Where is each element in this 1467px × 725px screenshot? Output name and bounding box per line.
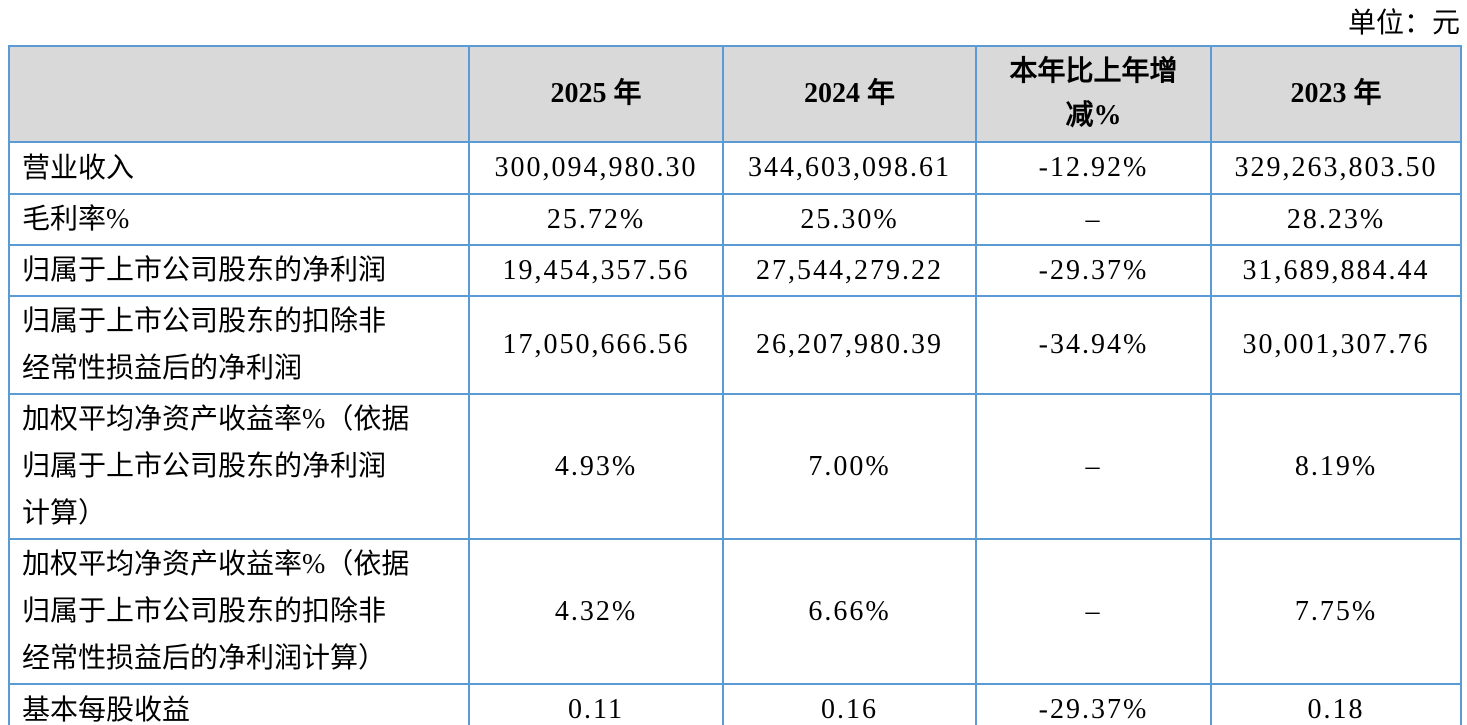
header-row: 2025 年 2024 年 本年比上年增 减% 2023 年 <box>8 45 1462 143</box>
table-row-operating-revenue: 营业收入 300,094,980.30 344,603,098.61 -12.9… <box>8 141 1462 195</box>
table-row-net-profit: 归属于上市公司股东的净利润 19,454,357.56 27,544,279.2… <box>8 244 1462 297</box>
value-cell-2023: 30,001,307.76 <box>1210 295 1462 395</box>
header-blank-cell <box>8 45 470 143</box>
row-label-cell: 基本每股收益 <box>8 683 470 725</box>
value-cell-change: -29.37% <box>975 683 1212 725</box>
value-cell-2024: 344,603,098.61 <box>722 141 977 195</box>
header-year-2023: 2023 年 <box>1210 45 1462 143</box>
value-cell-2025: 25.72% <box>468 193 724 246</box>
value-cell-2024: 27,544,279.22 <box>722 244 977 297</box>
value-cell-2023: 31,689,884.44 <box>1210 244 1462 297</box>
value-cell-2023: 329,263,803.50 <box>1210 141 1462 195</box>
value-cell-2023: 0.18 <box>1210 683 1462 725</box>
row-label-cell: 毛利率% <box>8 193 470 246</box>
value-cell-2024: 6.66% <box>722 538 977 685</box>
value-cell-2025: 0.11 <box>468 683 724 725</box>
value-cell-change: -12.92% <box>975 141 1212 195</box>
value-cell-change: -34.94% <box>975 295 1212 395</box>
table-row-basic-eps: 基本每股收益 0.11 0.16 -29.37% 0.18 <box>8 683 1462 725</box>
value-cell-2025: 4.32% <box>468 538 724 685</box>
value-cell-2024: 7.00% <box>722 393 977 540</box>
row-label-cell: 营业收入 <box>8 141 470 195</box>
value-cell-2025: 4.93% <box>468 393 724 540</box>
row-label-cell: 加权平均净资产收益率%（依据 归属于上市公司股东的净利润 计算） <box>8 393 470 540</box>
value-cell-2025: 17,050,666.56 <box>468 295 724 395</box>
row-label-cell: 归属于上市公司股东的净利润 <box>8 244 470 297</box>
header-year-2024: 2024 年 <box>722 45 977 143</box>
row-label-cell: 加权平均净资产收益率%（依据 归属于上市公司股东的扣除非 经常性损益后的净利润计… <box>8 538 470 685</box>
value-cell-2024: 26,207,980.39 <box>722 295 977 395</box>
value-cell-change: – <box>975 393 1212 540</box>
value-cell-change: -29.37% <box>975 244 1212 297</box>
value-cell-2024: 25.30% <box>722 193 977 246</box>
financial-summary-table: 2025 年 2024 年 本年比上年增 减% 2023 年 营业收入 300,… <box>8 45 1462 725</box>
table-row-weighted-roe: 加权平均净资产收益率%（依据 归属于上市公司股东的净利润 计算） 4.93% 7… <box>8 393 1462 540</box>
value-cell-2025: 19,454,357.56 <box>468 244 724 297</box>
value-cell-change: – <box>975 538 1212 685</box>
value-cell-change: – <box>975 193 1212 246</box>
value-cell-2023: 8.19% <box>1210 393 1462 540</box>
table-row-gross-margin: 毛利率% 25.72% 25.30% – 28.23% <box>8 193 1462 246</box>
value-cell-2024: 0.16 <box>722 683 977 725</box>
value-cell-2023: 7.75% <box>1210 538 1462 685</box>
value-cell-2025: 300,094,980.30 <box>468 141 724 195</box>
header-yoy-change: 本年比上年增 减% <box>975 45 1212 143</box>
unit-label: 单位：元 <box>1347 8 1460 39</box>
table-row-weighted-roe-excl-nonrecurring: 加权平均净资产收益率%（依据 归属于上市公司股东的扣除非 经常性损益后的净利润计… <box>8 538 1462 685</box>
header-year-2025: 2025 年 <box>468 45 724 143</box>
row-label-cell: 归属于上市公司股东的扣除非 经常性损益后的净利润 <box>8 295 470 395</box>
table-row-net-profit-excl-nonrecurring: 归属于上市公司股东的扣除非 经常性损益后的净利润 17,050,666.56 2… <box>8 295 1462 395</box>
value-cell-2023: 28.23% <box>1210 193 1462 246</box>
